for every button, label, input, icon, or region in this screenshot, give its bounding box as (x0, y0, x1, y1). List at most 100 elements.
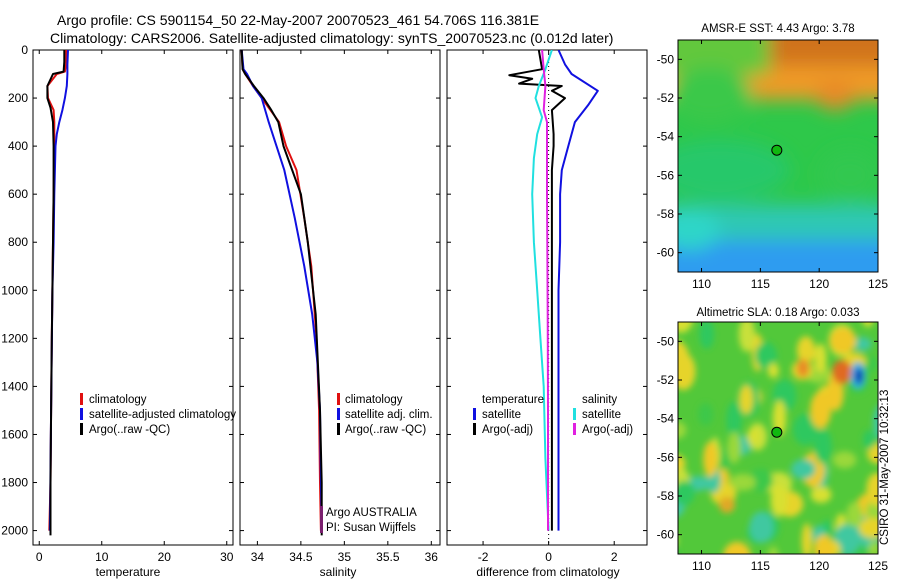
salinity-series (240, 50, 323, 536)
legend-entry-satellite-adjusted: satellite-adjusted climatology (89, 409, 236, 421)
x-tick-label: 20 (158, 550, 172, 564)
depth-tick-label: 1800 (1, 476, 28, 490)
float-position-marker (771, 144, 783, 156)
legend-entry-satellite-adj: satellite adj. clim. (345, 409, 433, 421)
legend-swatch-red (80, 393, 83, 405)
difference-legend: temperature satellite Argo(-adj) salinit… (473, 394, 633, 436)
x-tick-label: 35 (338, 550, 352, 564)
sla-field (678, 322, 878, 554)
latitude-tick-label: -58 (657, 207, 675, 221)
latitude-tick-label: -50 (657, 334, 675, 348)
legend-group-salinity: salinity (582, 394, 617, 406)
float-position-marker (771, 426, 783, 438)
difference-x-label: difference from climatology (476, 565, 619, 579)
depth-tick-label: 800 (8, 235, 28, 249)
latitude-tick-label: -54 (657, 412, 675, 426)
salinity-x-label: salinity (320, 565, 357, 579)
depth-tick-label: 1200 (1, 331, 28, 345)
depth-tick-label: 2000 (1, 524, 28, 538)
x-tick-label: 36 (425, 550, 439, 564)
side-timestamp: CSIRO 31-May-2007 10:32:13 (879, 390, 891, 545)
longitude-tick-label: 110 (692, 559, 711, 573)
series-line-temperature-argo-adj- (508, 50, 566, 531)
latitude-tick-label: -54 (657, 130, 675, 144)
depth-tick-label: 600 (8, 187, 28, 201)
series-line-salinity-satellite (531, 50, 553, 531)
sla-map-frame (677, 321, 879, 555)
sst-map-panel: AMSR-E SST: 4.43 Argo: 3.78 110 115 120 125… (657, 23, 889, 291)
latitude-tick-label: -52 (657, 373, 675, 387)
legend-swatch-blue (80, 408, 83, 420)
legend-swatch-red (337, 393, 340, 405)
legend-swatch-black (80, 423, 83, 435)
latitude-tick-label: -60 (657, 528, 675, 542)
x-tick-label: 0 (545, 550, 552, 564)
sla-map-title: Altimetric SLA: 0.18 Argo: 0.033 (696, 307, 859, 319)
salinity-y-ticks (240, 49, 440, 532)
sla-map-ticks: 110 115 120 125 -50 -52 -54 -56 -58 -60 (657, 322, 888, 573)
series-line-temperature-satellite (557, 50, 599, 531)
legend-swatch-magenta (573, 423, 576, 435)
sla-map-panel: Altimetric SLA: 0.18 Argo: 0.033 110 115 1… (657, 307, 889, 573)
legend-swatch-blue (473, 408, 476, 420)
x-tick-label: 2 (611, 550, 618, 564)
depth-tick-label: 1000 (1, 283, 28, 297)
temperature-x-label: temperature (96, 565, 161, 579)
series-line-argo-raw-qc- (46, 50, 66, 536)
depth-tick-label: 400 (8, 139, 28, 153)
sst-map-ticks: 110 115 120 125 -50 -52 -54 -56 -58 -60 (657, 40, 888, 291)
legend-entry-argo-raw: Argo(..raw -QC) (345, 424, 426, 436)
legend-swatch-blue (337, 408, 340, 420)
latitude-tick-label: -60 (657, 246, 675, 260)
depth-tick-label: 1600 (1, 427, 28, 441)
x-tick-label: 34.5 (289, 550, 313, 564)
float-pi-label: PI: Susan Wijffels (326, 522, 416, 534)
sst-field (678, 40, 878, 272)
latitude-tick-label: -50 (657, 52, 675, 66)
latitude-tick-label: -58 (657, 489, 675, 503)
x-tick-label: 0 (36, 550, 43, 564)
difference-series (508, 50, 599, 531)
x-tick-label: 34 (251, 550, 265, 564)
salinity-profile-panel: 34 34.5 35 35.5 36 salinity climatology sate… (239, 49, 441, 579)
salinity-axes-box (239, 49, 441, 546)
longitude-tick-label: 120 (809, 559, 829, 573)
x-tick-label: 30 (220, 550, 234, 564)
depth-tick-label: 1400 (1, 379, 28, 393)
legend-swatch-black (337, 423, 340, 435)
legend-entry-argo-raw: Argo(..raw -QC) (89, 424, 170, 436)
legend-swatch-black (473, 423, 476, 435)
legend-entry-temp-argo: Argo(-adj) (482, 424, 533, 436)
salinity-legend: climatology satellite adj. clim. Argo(..… (320, 393, 433, 534)
longitude-tick-label: 115 (751, 277, 770, 291)
x-tick-label: -2 (478, 550, 489, 564)
longitude-tick-label: 115 (751, 559, 770, 573)
depth-tick-label: 0 (21, 43, 28, 57)
depth-axis-ticks: 0 200 400 600 800 1000 1200 1400 1600 1800 2000 (1, 43, 233, 538)
series-line-argo-raw-qc- (240, 50, 323, 536)
legend-swatch-cyan (573, 408, 576, 420)
figure-title-line-2: Climatology: CARS2006. Satellite-adjuste… (50, 30, 613, 46)
latitude-tick-label: -52 (657, 91, 675, 105)
depth-tick-label: 200 (8, 91, 28, 105)
float-program-label: Argo AUSTRALIA (326, 507, 417, 519)
legend-entry-sal-argo: Argo(-adj) (582, 424, 633, 436)
temperature-series (46, 50, 69, 536)
figure-title-line-1: Argo profile: CS 5901154_50 22-May-2007 … (57, 12, 539, 28)
temperature-legend: climatology satellite-adjusted climatolo… (80, 393, 236, 436)
sst-map-frame (677, 39, 879, 273)
temperature-profile-panel: 0 200 400 600 800 1000 1200 1400 1600 1800 2000 0 1… (1, 43, 236, 579)
legend-entry-temp-satellite: satellite (482, 409, 521, 421)
longitude-tick-label: 120 (809, 277, 829, 291)
x-tick-label: 35.5 (376, 550, 400, 564)
longitude-tick-label: 125 (868, 559, 888, 573)
longitude-tick-label: 110 (692, 277, 711, 291)
difference-y-ticks (447, 49, 647, 532)
salinity-x-ticks: 34 34.5 35 35.5 36 (251, 50, 439, 564)
legend-entry-climatology: climatology (89, 394, 147, 406)
latitude-tick-label: -56 (657, 168, 675, 182)
series-line-salinity-argo-adj- (541, 50, 549, 531)
sst-map-title: AMSR-E SST: 4.43 Argo: 3.78 (701, 23, 854, 35)
temperature-axes-box (32, 49, 234, 546)
